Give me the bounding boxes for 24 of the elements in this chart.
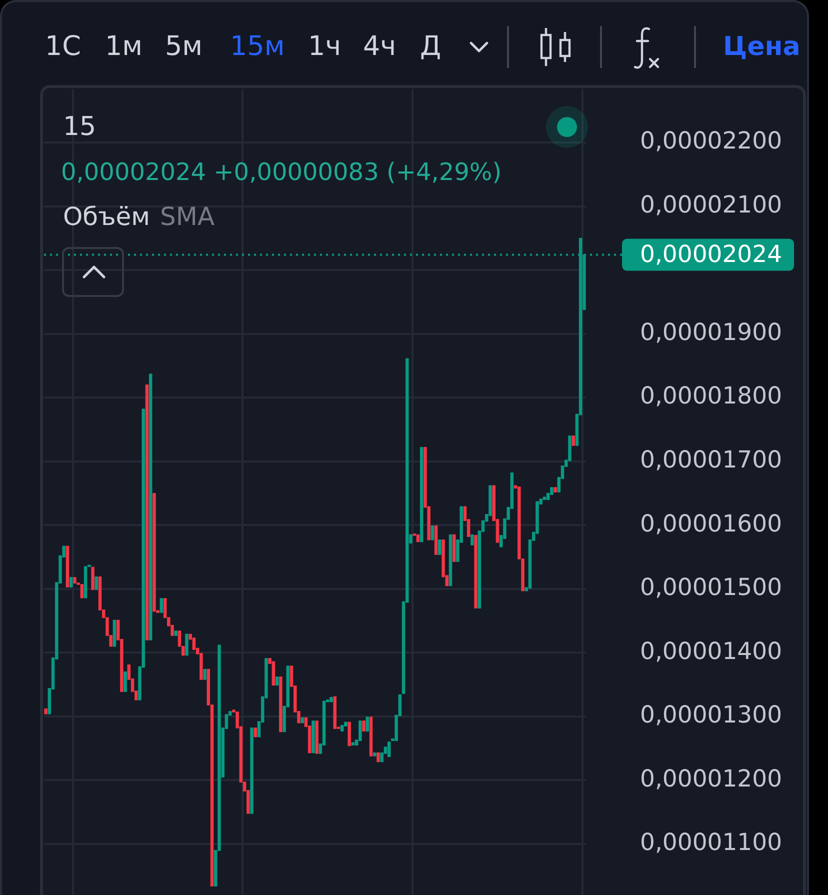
y-tick-label: 0,00001100 [640, 828, 782, 856]
text: Д [420, 30, 442, 64]
y-tick-label: 0,00001800 [640, 382, 782, 410]
y-tick-label: 0,00001700 [640, 446, 782, 474]
y-tick-label: 0,00001600 [640, 509, 782, 538]
y-tick-label: 0,00002100 [640, 190, 782, 218]
text: 1м [105, 30, 143, 64]
y-tick-label: 0,00001900 [640, 318, 782, 346]
text: 5м [165, 30, 203, 64]
y-tick-label: 0,00002200 [640, 126, 782, 155]
text: 1ч [308, 30, 342, 64]
ref-line-label: 0,00002024 [640, 240, 782, 268]
y-tick-label: 0,00001500 [640, 573, 782, 602]
text: 4ч [363, 30, 396, 64]
text: 15м [230, 30, 285, 64]
text: 0,00002024 +0,00000083 (+4,29%) [61, 157, 502, 188]
y-tick-label: 0,00001400 [640, 636, 782, 665]
annotation: Объём [63, 202, 150, 231]
annotation: SMA [160, 202, 215, 231]
text: 15 [63, 111, 96, 144]
text: 1С [45, 30, 82, 64]
text: Цена [723, 31, 800, 64]
y-tick-label: 0,00001300 [640, 700, 782, 729]
y-tick-label: 0,00001200 [640, 764, 782, 792]
